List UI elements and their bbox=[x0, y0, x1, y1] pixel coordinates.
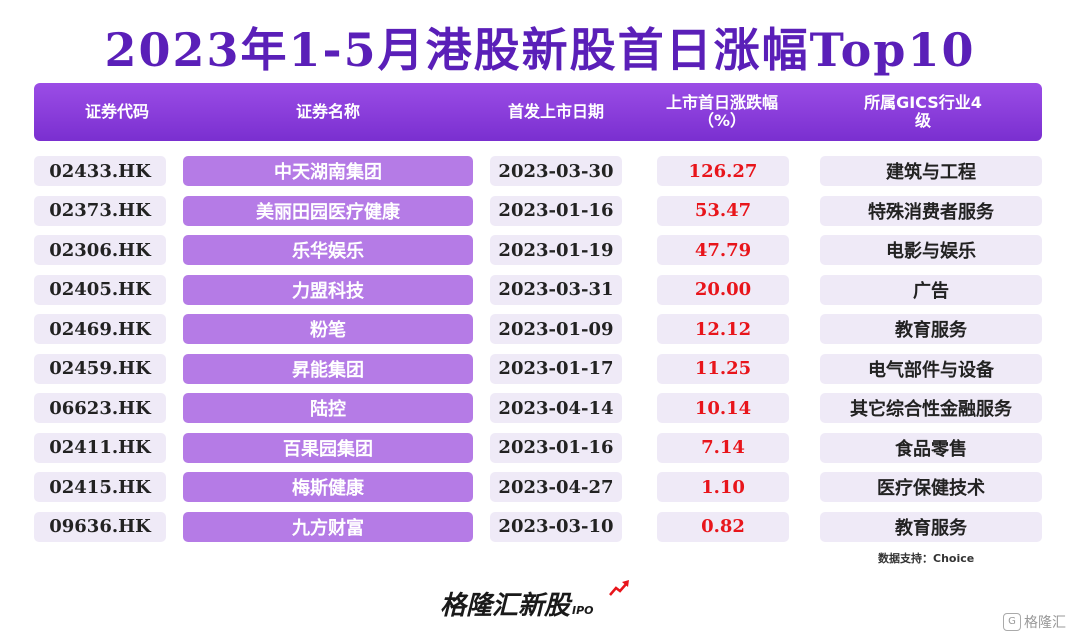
cell-code: 02405.HK bbox=[34, 274, 166, 305]
cell-gain: 1.10 bbox=[657, 472, 789, 502]
cell-name: 陆控 bbox=[183, 393, 473, 423]
cell-name: 梅斯健康 bbox=[183, 472, 473, 502]
table-row: 02306.HK 乐华娱乐 2023-01-19 47.79 电影与娱乐 bbox=[0, 235, 1080, 267]
cell-industry: 教育服务 bbox=[820, 314, 1042, 344]
logo-ipo: IPO bbox=[572, 604, 594, 617]
header-industry: 所属GICS行业4级 bbox=[864, 93, 982, 130]
watermark-text: 格隆汇 bbox=[1024, 615, 1066, 631]
cell-gain: 47.79 bbox=[657, 235, 789, 265]
header-date: 首发上市日期 bbox=[507, 102, 604, 121]
cell-name: 昇能集团 bbox=[183, 353, 473, 384]
table-row: 02459.HK 昇能集团 2023-01-17 11.25 电气部件与设备 bbox=[0, 353, 1080, 386]
cell-industry: 其它综合性金融服务 bbox=[820, 393, 1042, 423]
table-header: 证券代码 证券名称 首发上市日期 上市首日涨跌幅（%） 所属GICS行业4级 bbox=[34, 83, 1042, 141]
cell-industry: 食品零售 bbox=[820, 432, 1042, 463]
table-row: 02373.HK 美丽田园医疗健康 2023-01-16 53.47 特殊消费者服务 bbox=[0, 195, 1080, 228]
cell-code: 02469.HK bbox=[34, 314, 166, 344]
header-gain: 上市首日涨跌幅（%） bbox=[665, 93, 778, 130]
cell-date: 2023-03-31 bbox=[490, 274, 622, 305]
brand-logo: 格隆汇新股 IPO bbox=[440, 580, 629, 621]
cell-code: 06623.HK bbox=[34, 393, 166, 423]
table-row: 02469.HK 粉笔 2023-01-09 12.12 教育服务 bbox=[0, 314, 1080, 346]
cell-code: 02411.HK bbox=[34, 432, 166, 463]
cell-date: 2023-01-16 bbox=[490, 195, 622, 226]
table-row: 09636.HK 九方财富 2023-03-10 0.82 教育服务 bbox=[0, 511, 1080, 544]
cell-gain: 7.14 bbox=[657, 432, 789, 463]
cell-date: 2023-04-27 bbox=[490, 472, 622, 502]
table-row: 02405.HK 力盟科技 2023-03-31 20.00 广告 bbox=[0, 274, 1080, 307]
cell-industry: 电影与娱乐 bbox=[820, 235, 1042, 265]
cell-name: 力盟科技 bbox=[183, 274, 473, 305]
trend-arrow-icon bbox=[609, 580, 629, 596]
cell-industry: 电气部件与设备 bbox=[820, 353, 1042, 384]
cell-gain: 11.25 bbox=[657, 353, 789, 384]
cell-gain: 12.12 bbox=[657, 314, 789, 344]
cell-date: 2023-03-30 bbox=[490, 156, 622, 186]
cell-date: 2023-01-19 bbox=[490, 235, 622, 265]
header-name: 证券名称 bbox=[295, 102, 360, 121]
page-title: 2023年1-5月港股新股首日涨幅Top10 bbox=[104, 23, 976, 77]
cell-name: 美丽田园医疗健康 bbox=[183, 195, 473, 226]
table-row: 02415.HK 梅斯健康 2023-04-27 1.10 医疗保健技术 bbox=[0, 472, 1080, 504]
table-row: 06623.HK 陆控 2023-04-14 10.14 其它综合性金融服务 bbox=[0, 393, 1080, 425]
cell-date: 2023-03-10 bbox=[490, 511, 622, 542]
header-code: 证券代码 bbox=[84, 102, 149, 121]
cell-industry: 建筑与工程 bbox=[820, 156, 1042, 186]
cell-gain: 126.27 bbox=[657, 156, 789, 186]
cell-date: 2023-01-17 bbox=[490, 353, 622, 384]
logo-text: 格隆汇新股 bbox=[440, 591, 571, 621]
cell-code: 02415.HK bbox=[34, 472, 166, 502]
cell-industry: 教育服务 bbox=[820, 511, 1042, 542]
cell-industry: 特殊消费者服务 bbox=[820, 195, 1042, 226]
cell-name: 粉笔 bbox=[183, 314, 473, 344]
data-source: 数据支持：Choice bbox=[878, 552, 975, 565]
cell-code: 02433.HK bbox=[34, 156, 166, 186]
cell-name: 九方财富 bbox=[183, 511, 473, 542]
watermark: G 格隆汇 bbox=[1003, 612, 1066, 632]
cell-industry: 医疗保健技术 bbox=[820, 472, 1042, 502]
table-row: 02411.HK 百果园集团 2023-01-16 7.14 食品零售 bbox=[0, 432, 1080, 465]
cell-gain: 0.82 bbox=[657, 511, 789, 542]
cell-code: 02306.HK bbox=[34, 235, 166, 265]
cell-industry: 广告 bbox=[820, 274, 1042, 305]
cell-gain: 10.14 bbox=[657, 393, 789, 423]
table-row: 02433.HK 中天湖南集团 2023-03-30 126.27 建筑与工程 bbox=[0, 156, 1080, 188]
cell-name: 百果园集团 bbox=[183, 432, 473, 463]
cell-code: 09636.HK bbox=[34, 511, 166, 542]
cell-date: 2023-01-09 bbox=[490, 314, 622, 344]
cell-name: 乐华娱乐 bbox=[183, 235, 473, 265]
g-badge-icon: G bbox=[1003, 613, 1021, 631]
cell-gain: 20.00 bbox=[657, 274, 789, 305]
cell-name: 中天湖南集团 bbox=[183, 156, 473, 186]
cell-date: 2023-04-14 bbox=[490, 393, 622, 423]
cell-code: 02373.HK bbox=[34, 195, 166, 226]
cell-gain: 53.47 bbox=[657, 195, 789, 226]
cell-code: 02459.HK bbox=[34, 353, 166, 384]
cell-date: 2023-01-16 bbox=[490, 432, 622, 463]
